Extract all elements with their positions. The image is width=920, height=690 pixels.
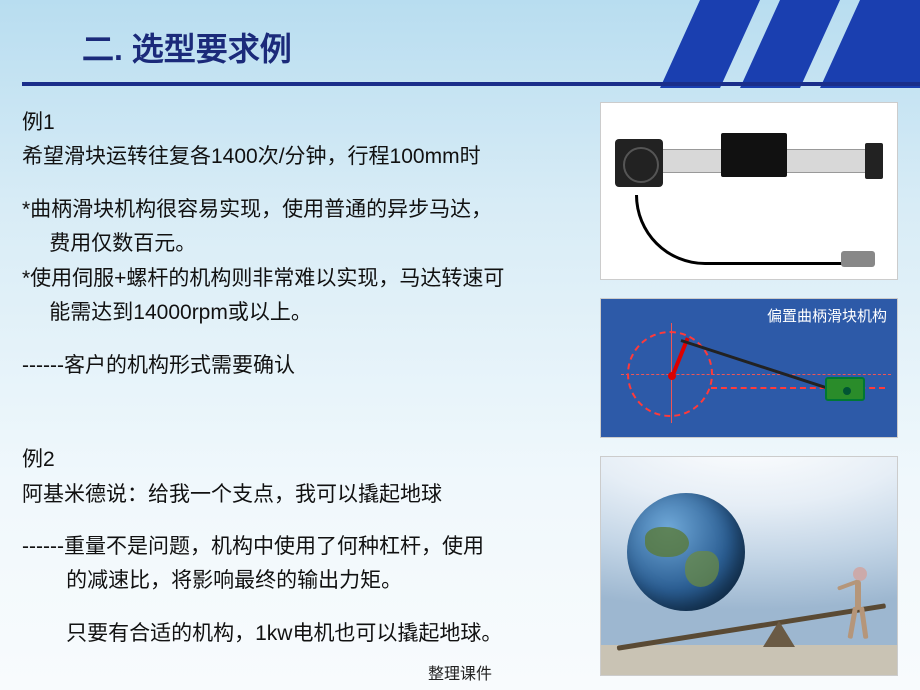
example1-bullet1-line1: *曲柄滑块机构很容易实现，使用普通的异步马达， xyxy=(22,195,582,225)
header-underline xyxy=(22,82,920,86)
example2-label: 例2 xyxy=(22,445,582,475)
example1-bullet2-line1: *使用伺服+螺杆的机构则非常难以实现，马达转速可 xyxy=(22,264,582,294)
example2-note-line1: ------重量不是问题，机构中使用了何种杠杆，使用 xyxy=(22,532,582,562)
figure-archimedes-lever xyxy=(600,456,898,676)
actuator-connector xyxy=(841,251,875,267)
figure-linear-actuator xyxy=(600,102,898,280)
example2-note-line2: 的减速比，将影响最终的输出力矩。 xyxy=(22,566,582,596)
slide-header: 二. 选型要求例 xyxy=(0,0,920,90)
example1-requirement: 希望滑块运转往复各1400次/分钟，行程100mm时 xyxy=(22,142,582,172)
example1-label: 例1 xyxy=(22,108,582,138)
actuator-cable xyxy=(635,195,865,265)
figure2-caption: 偏置曲柄滑块机构 xyxy=(767,305,887,326)
diagram-slider-block xyxy=(825,377,865,401)
actuator-carriage xyxy=(721,133,787,177)
slide-body-text: 例1 希望滑块运转往复各1400次/分钟，行程100mm时 *曲柄滑块机构很容易… xyxy=(22,108,582,653)
figure-crank-slider-diagram: 偏置曲柄滑块机构 xyxy=(600,298,898,438)
header-stripes-decoration xyxy=(660,0,920,88)
figure3-fulcrum xyxy=(763,621,795,647)
example1-bullet1-line2: 费用仅数百元。 xyxy=(22,229,582,259)
diagram-pivot-point xyxy=(668,372,676,380)
example1-conclusion: ------客户的机构形式需要确认 xyxy=(22,351,582,381)
slide-footer: 整理课件 xyxy=(0,660,920,684)
example2-quote: 阿基米德说：给我一个支点，我可以撬起地球 xyxy=(22,480,582,510)
actuator-endcap xyxy=(865,143,883,179)
example1-bullet2-line2: 能需达到14000rpm或以上。 xyxy=(22,298,582,328)
example2-closing: 只要有合适的机构，1kw电机也可以撬起地球。 xyxy=(22,619,582,649)
slide-title: 二. 选型要求例 xyxy=(82,24,292,70)
actuator-motor xyxy=(615,139,663,187)
figure3-person xyxy=(841,567,879,645)
figure3-earth-globe xyxy=(627,493,745,611)
